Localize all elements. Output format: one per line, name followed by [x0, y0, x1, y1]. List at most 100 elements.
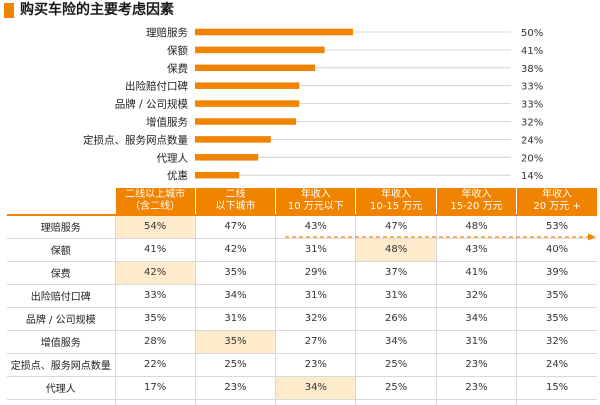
bar-category-label: 优惠 — [167, 169, 188, 182]
table-cell: 32% — [275, 307, 356, 331]
column-header-line: 年收入 — [300, 189, 331, 200]
column-header-line: 年收入 — [381, 189, 412, 200]
table-cell: 39% — [516, 261, 597, 285]
table-cell: 25% — [355, 353, 437, 377]
table-cell: 42% — [114, 261, 196, 285]
table-cell: 15% — [516, 376, 597, 400]
column-header-line: 以下城市 — [215, 201, 256, 212]
table-cell: 23% — [194, 376, 276, 400]
table-row: 保额 41% 42% 31% 48% 43% 40% — [7, 238, 597, 262]
table-cell: 26% — [355, 307, 437, 331]
column-header-line: 年收入 — [542, 189, 573, 200]
table-row: 理赔服务 54% 47% 43% 47% 48% 53% — [7, 214, 597, 239]
table-row: 优惠15%14%17%16%13%14% — [7, 399, 597, 405]
bar-value-label: 41% — [521, 46, 543, 57]
bar — [195, 82, 300, 89]
table-row: 保费 42% 35% 29% 37% 41% 39% — [7, 261, 597, 285]
comparison-table-wrapper: 二线以上城市 （含二线） 二线 以下城市 年收入 10 万元以下 年收入 10-15 万元 年收… — [7, 188, 597, 405]
bar — [195, 154, 259, 161]
row-label: 增值服务 — [7, 330, 115, 354]
table-cell: 31% — [275, 284, 356, 308]
bar-category-label: 保费 — [167, 62, 188, 75]
table-cell: 34% — [194, 284, 276, 308]
table-cell: 22% — [114, 353, 196, 377]
table-cell: 43% — [435, 238, 517, 262]
table-header-row: 二线以上城市 （含二线） 二线 以下城市 年收入 10 万元以下 年收入 10-15 万元 年收… — [7, 188, 597, 215]
title-accent-bar — [4, 3, 14, 18]
table-cell: 35% — [114, 307, 196, 331]
table-cell: 16% — [355, 399, 437, 405]
column-header-line: 10 万元以下 — [287, 201, 344, 212]
bar-category-label: 定损点、服务网点数量 — [83, 133, 188, 146]
table-cell: 13% — [435, 399, 517, 405]
row-label: 保额 — [7, 238, 115, 262]
table-cell: 17% — [114, 376, 196, 400]
table-column-header: 年收入 10 万元以下 — [275, 188, 356, 215]
table-cell: 41% — [114, 238, 196, 262]
bar-category-label: 理赔服务 — [146, 26, 188, 39]
row-label: 理赔服务 — [7, 214, 115, 239]
table-cell: 40% — [516, 238, 597, 262]
table-cell: 37% — [355, 261, 437, 285]
table-cell: 35% — [516, 284, 597, 308]
table-header-corner — [7, 188, 115, 215]
table-cell: 23% — [435, 376, 517, 400]
page-title: 购买车险的主要考虑因素 — [20, 2, 174, 18]
table-cell: 42% — [194, 238, 276, 262]
comparison-table: 二线以上城市 （含二线） 二线 以下城市 年收入 10 万元以下 年收入 10-15 万元 年收… — [7, 188, 597, 405]
table-cell: 35% — [516, 307, 597, 331]
table-cell: 23% — [275, 353, 356, 377]
table-cell: 33% — [114, 284, 196, 308]
bar — [195, 46, 325, 54]
bar-chart: 理赔服务 50% 保额 41% 保费 38% 出险赔付口碑 33% 品牌 / 公司规模 33% 增值… — [83, 26, 543, 182]
bar-category-label: 品牌 / 公司规模 — [115, 98, 189, 111]
table-cell: 24% — [516, 353, 597, 377]
column-header-line: 二线 — [225, 189, 246, 200]
bar — [195, 28, 353, 36]
bar-value-label: 50% — [521, 28, 543, 39]
row-label: 优惠 — [7, 399, 115, 405]
bar-category-label: 代理人 — [157, 152, 189, 164]
table-cell: 28% — [114, 330, 196, 354]
table-cell: 54% — [114, 214, 196, 239]
table-row: 增值服务 28% 35% 27% 34% 31% 32% — [7, 330, 597, 354]
bar — [195, 136, 271, 143]
table-cell: 31% — [194, 307, 276, 331]
table-cell: 53% — [516, 214, 597, 239]
column-header-line: 年收入 — [461, 189, 492, 200]
table-cell: 31% — [275, 238, 356, 262]
table-column-header: 年收入 20 万元 + — [516, 188, 597, 215]
row-label: 品牌 / 公司规模 — [7, 307, 115, 331]
bar-value-label: 33% — [521, 100, 543, 111]
row-label: 出险赔付口碑 — [7, 284, 115, 308]
table-cell: 27% — [275, 330, 356, 354]
table-cell: 29% — [275, 261, 356, 285]
table-cell: 41% — [435, 261, 517, 285]
table-cell: 43% — [275, 214, 356, 239]
column-header-line: 二线以上城市 — [125, 189, 186, 200]
column-header-line: 20 万元 + — [533, 201, 581, 212]
bar — [195, 118, 297, 125]
table-cell: 14% — [194, 399, 276, 405]
table-cell: 35% — [194, 330, 276, 354]
table-cell: 31% — [435, 330, 517, 354]
table-cell: 31% — [355, 284, 437, 308]
table-cell: 34% — [275, 376, 356, 400]
column-header-line: 10-15 万元 — [370, 201, 423, 212]
column-header-line: （含二线） — [130, 201, 181, 212]
table-column-header: 二线 以下城市 — [194, 188, 276, 215]
bar — [195, 100, 300, 107]
bar-value-label: 32% — [521, 118, 543, 129]
bar-value-label: 38% — [521, 64, 543, 75]
table-row: 代理人 17% 23% 34% 25% 23% 15% — [7, 376, 597, 400]
table-cell: 15% — [114, 399, 196, 405]
row-label: 保费 — [7, 261, 115, 285]
table-row: 品牌 / 公司规模 35% 31% 32% 26% 34% 35% — [7, 307, 597, 331]
table-cell: 17% — [275, 399, 356, 405]
bar-value-label: 20% — [521, 153, 543, 164]
bar-category-label: 增值服务 — [146, 116, 188, 129]
table-cell: 48% — [435, 214, 517, 239]
bar-value-label: 14% — [521, 171, 543, 182]
table-cell: 32% — [516, 330, 597, 354]
row-label: 定损点、服务网点数量 — [7, 353, 115, 377]
